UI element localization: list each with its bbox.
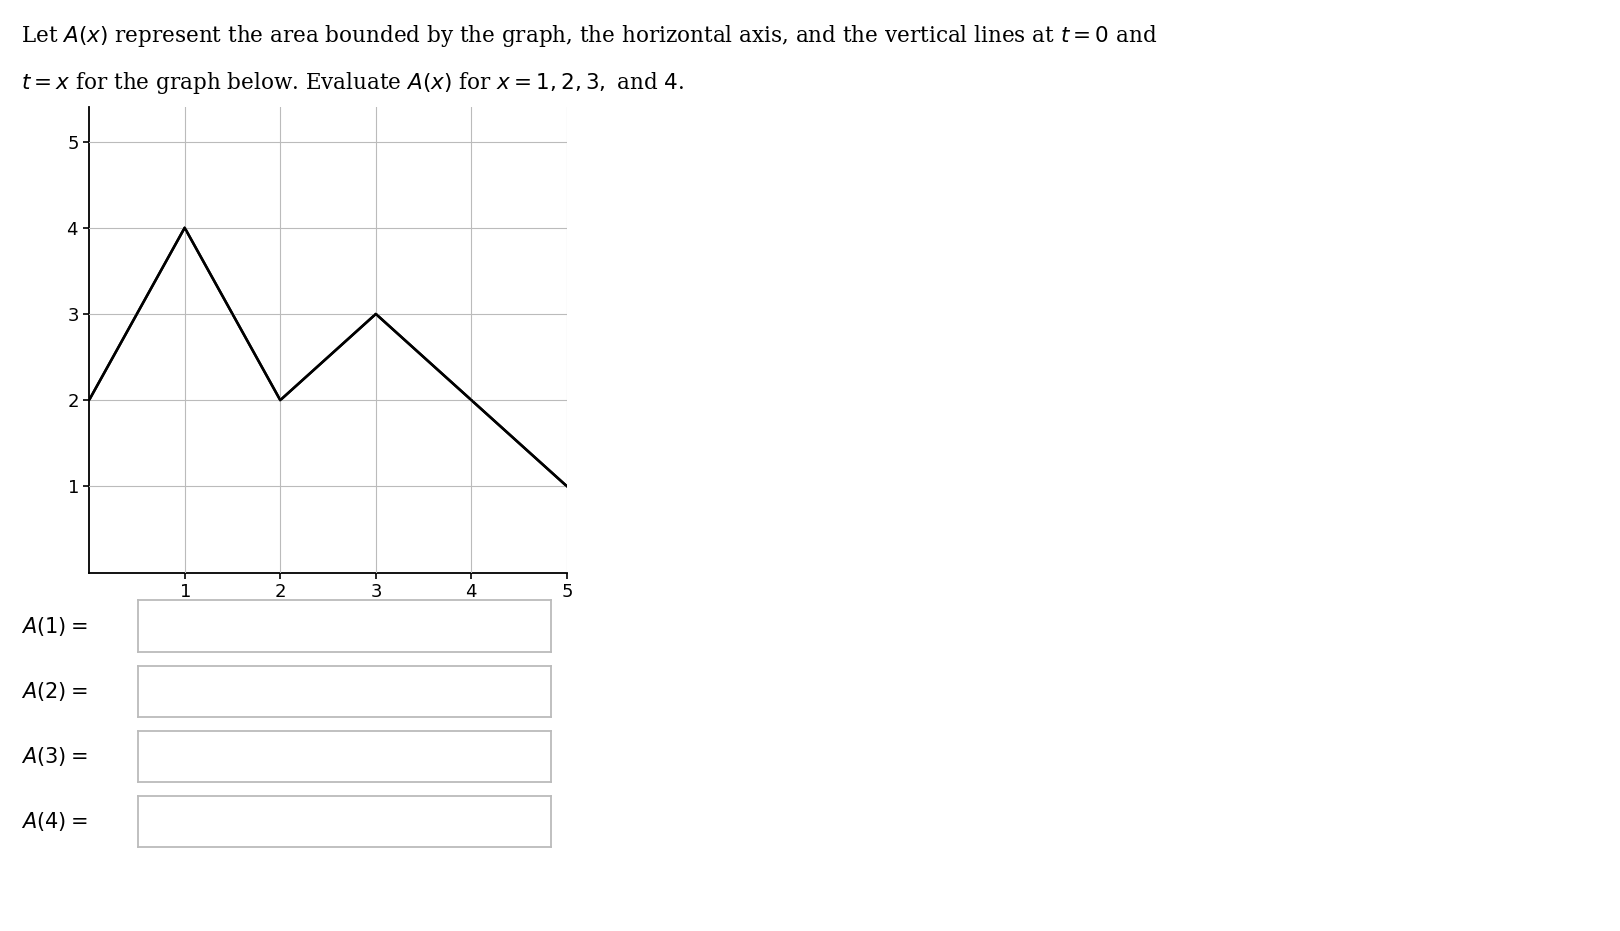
- Text: $t = x$ for the graph below. Evaluate $A(x)$ for $x = 1, 2, 3,$ and $4$.: $t = x$ for the graph below. Evaluate $A…: [21, 70, 684, 96]
- Text: $A(4) =$: $A(4) =$: [21, 810, 87, 833]
- Text: $A(1) =$: $A(1) =$: [21, 614, 87, 638]
- Text: $A(2) =$: $A(2) =$: [21, 680, 87, 703]
- Text: Let $A(x)$ represent the area bounded by the graph, the horizontal axis, and the: Let $A(x)$ represent the area bounded by…: [21, 23, 1157, 49]
- Text: $A(3) =$: $A(3) =$: [21, 745, 87, 768]
